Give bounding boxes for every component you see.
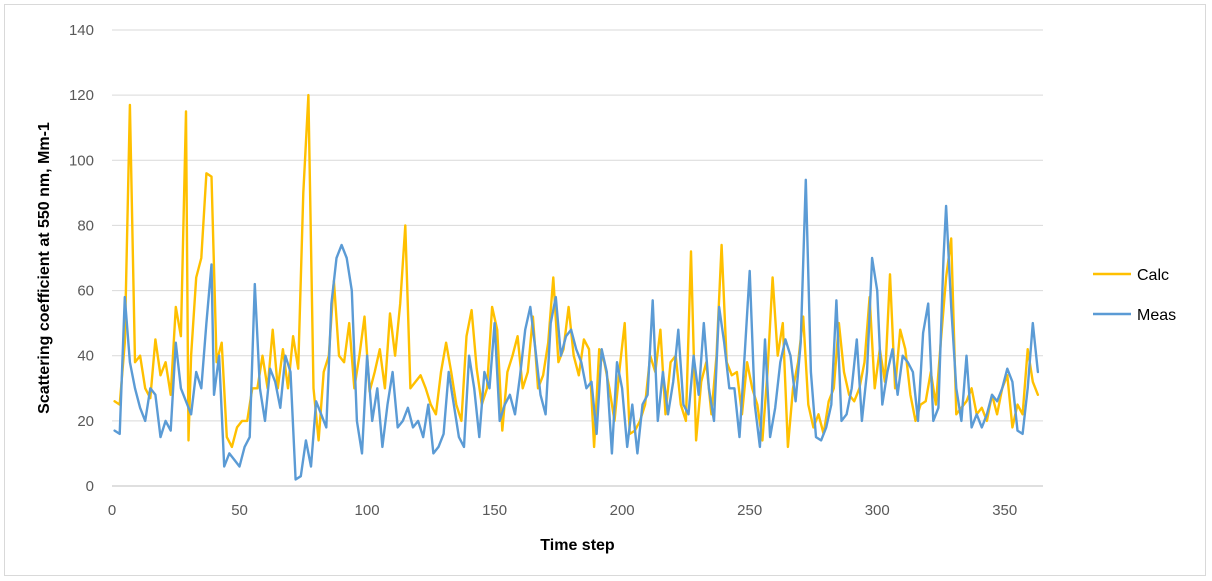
- x-axis-title: Time step: [540, 537, 615, 554]
- gridlines: [112, 29, 1043, 487]
- x-tick-label: 150: [482, 502, 507, 519]
- x-tick-label: 350: [992, 502, 1017, 519]
- y-tick-label: 140: [69, 22, 94, 39]
- y-tick-label: 0: [86, 478, 94, 495]
- x-tick-label: 200: [610, 502, 635, 519]
- y-tick-label: 20: [77, 413, 94, 430]
- y-tick-label: 40: [77, 348, 94, 365]
- series-line-calc: [113, 93, 1040, 449]
- y-tick-label: 80: [77, 217, 94, 234]
- x-tick-label: 0: [108, 502, 116, 519]
- y-tick-label: 60: [77, 283, 94, 300]
- x-axis-ticks: 0 50 100 150 200 250 300 350: [108, 502, 1017, 519]
- x-tick-label: 50: [231, 502, 248, 519]
- series-lines: [113, 93, 1040, 481]
- y-axis-title: Scattering coefficient at 550 nm, Mm-1: [36, 122, 53, 414]
- x-tick-label: 100: [355, 502, 380, 519]
- x-tick-label: 300: [865, 502, 890, 519]
- chart-frame: [4, 4, 1206, 576]
- y-tick-label: 120: [69, 87, 94, 104]
- y-tick-label: 100: [69, 152, 94, 169]
- series-line-meas: [113, 178, 1040, 481]
- legend: Calc Meas: [1093, 267, 1176, 324]
- legend-label-calc: Calc: [1137, 267, 1169, 284]
- y-axis-ticks: 0 20 40 60 80 100 120 140: [69, 22, 94, 495]
- x-tick-label: 250: [737, 502, 762, 519]
- legend-label-meas: Meas: [1137, 307, 1176, 324]
